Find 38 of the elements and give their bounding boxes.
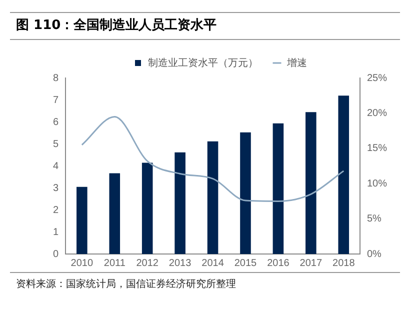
y-tick-label: 5 [53, 138, 59, 150]
y-tick-label: 6 [53, 116, 59, 128]
x-tick-label: 2010 [70, 258, 94, 269]
bar [76, 186, 88, 254]
x-tick-label: 2015 [234, 258, 258, 269]
y-tick-label: 7 [53, 94, 59, 106]
x-tick-label: 2011 [104, 258, 126, 269]
y-tick-label: 3 [53, 182, 59, 194]
bar [109, 173, 120, 254]
x-tick-label: 2016 [267, 258, 290, 269]
bar [272, 123, 284, 254]
bar [338, 96, 350, 254]
y-tick-label: 0 [53, 248, 59, 260]
bar [142, 162, 153, 254]
legend-label: 制造业工资水平（万元） [148, 56, 258, 69]
legend-label: 增速 [286, 56, 307, 69]
y-tick-label: 4 [53, 160, 59, 172]
y2-tick-label: 25% [366, 72, 388, 84]
x-tick-label: 2017 [300, 258, 322, 269]
x-tick-label: 2014 [202, 258, 224, 269]
y-tick-label: 8 [53, 72, 59, 84]
x-tick-label: 2012 [136, 258, 159, 269]
y2-tick-label: 0% [366, 248, 382, 260]
x-tick-label: 2013 [168, 258, 192, 269]
y2-tick-label: 10% [366, 178, 388, 190]
y2-tick-label: 15% [366, 143, 388, 154]
y2-tick-label: 20% [366, 108, 388, 119]
x-tick-label: 2018 [332, 258, 356, 269]
bar [240, 132, 251, 254]
chart-title: 图 110：全国制造业人员工资水平 [10, 12, 400, 40]
text: 资料来源：国家统计局，国信证券经济研究所整理 [10, 272, 400, 295]
bar [306, 112, 316, 254]
bar [207, 141, 218, 254]
y-tick-label: 1 [53, 226, 59, 238]
bar [174, 152, 186, 254]
y2-tick-label: 5% [366, 214, 382, 225]
y-tick-label: 2 [53, 204, 59, 216]
line-series [81, 116, 344, 202]
